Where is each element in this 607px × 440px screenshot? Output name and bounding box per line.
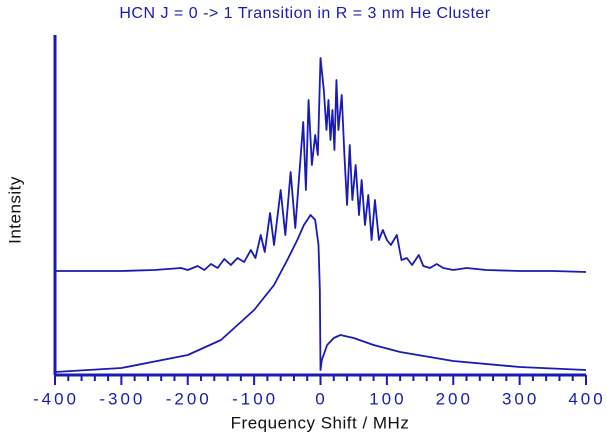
x-tick-label: 300 <box>502 389 539 408</box>
x-tick-label: -400 <box>33 389 79 408</box>
x-tick-label: -100 <box>232 389 278 408</box>
x-tick-label: -200 <box>166 389 212 408</box>
y-axis-title: Intensity <box>5 176 24 244</box>
line-series <box>55 57 587 273</box>
x-axis-title: Frequency Shift / MHz <box>231 413 410 432</box>
x-tick-label: 400 <box>568 389 605 408</box>
line-series <box>54 214 587 373</box>
x-tick-label: 0 <box>315 389 327 408</box>
x-tick-label: 100 <box>369 389 406 408</box>
chart-title: HCN J = 0 -> 1 Transition in R = 3 nm He… <box>119 5 490 22</box>
x-tick-label: -300 <box>99 389 145 408</box>
x-tick-label: 200 <box>436 389 473 408</box>
